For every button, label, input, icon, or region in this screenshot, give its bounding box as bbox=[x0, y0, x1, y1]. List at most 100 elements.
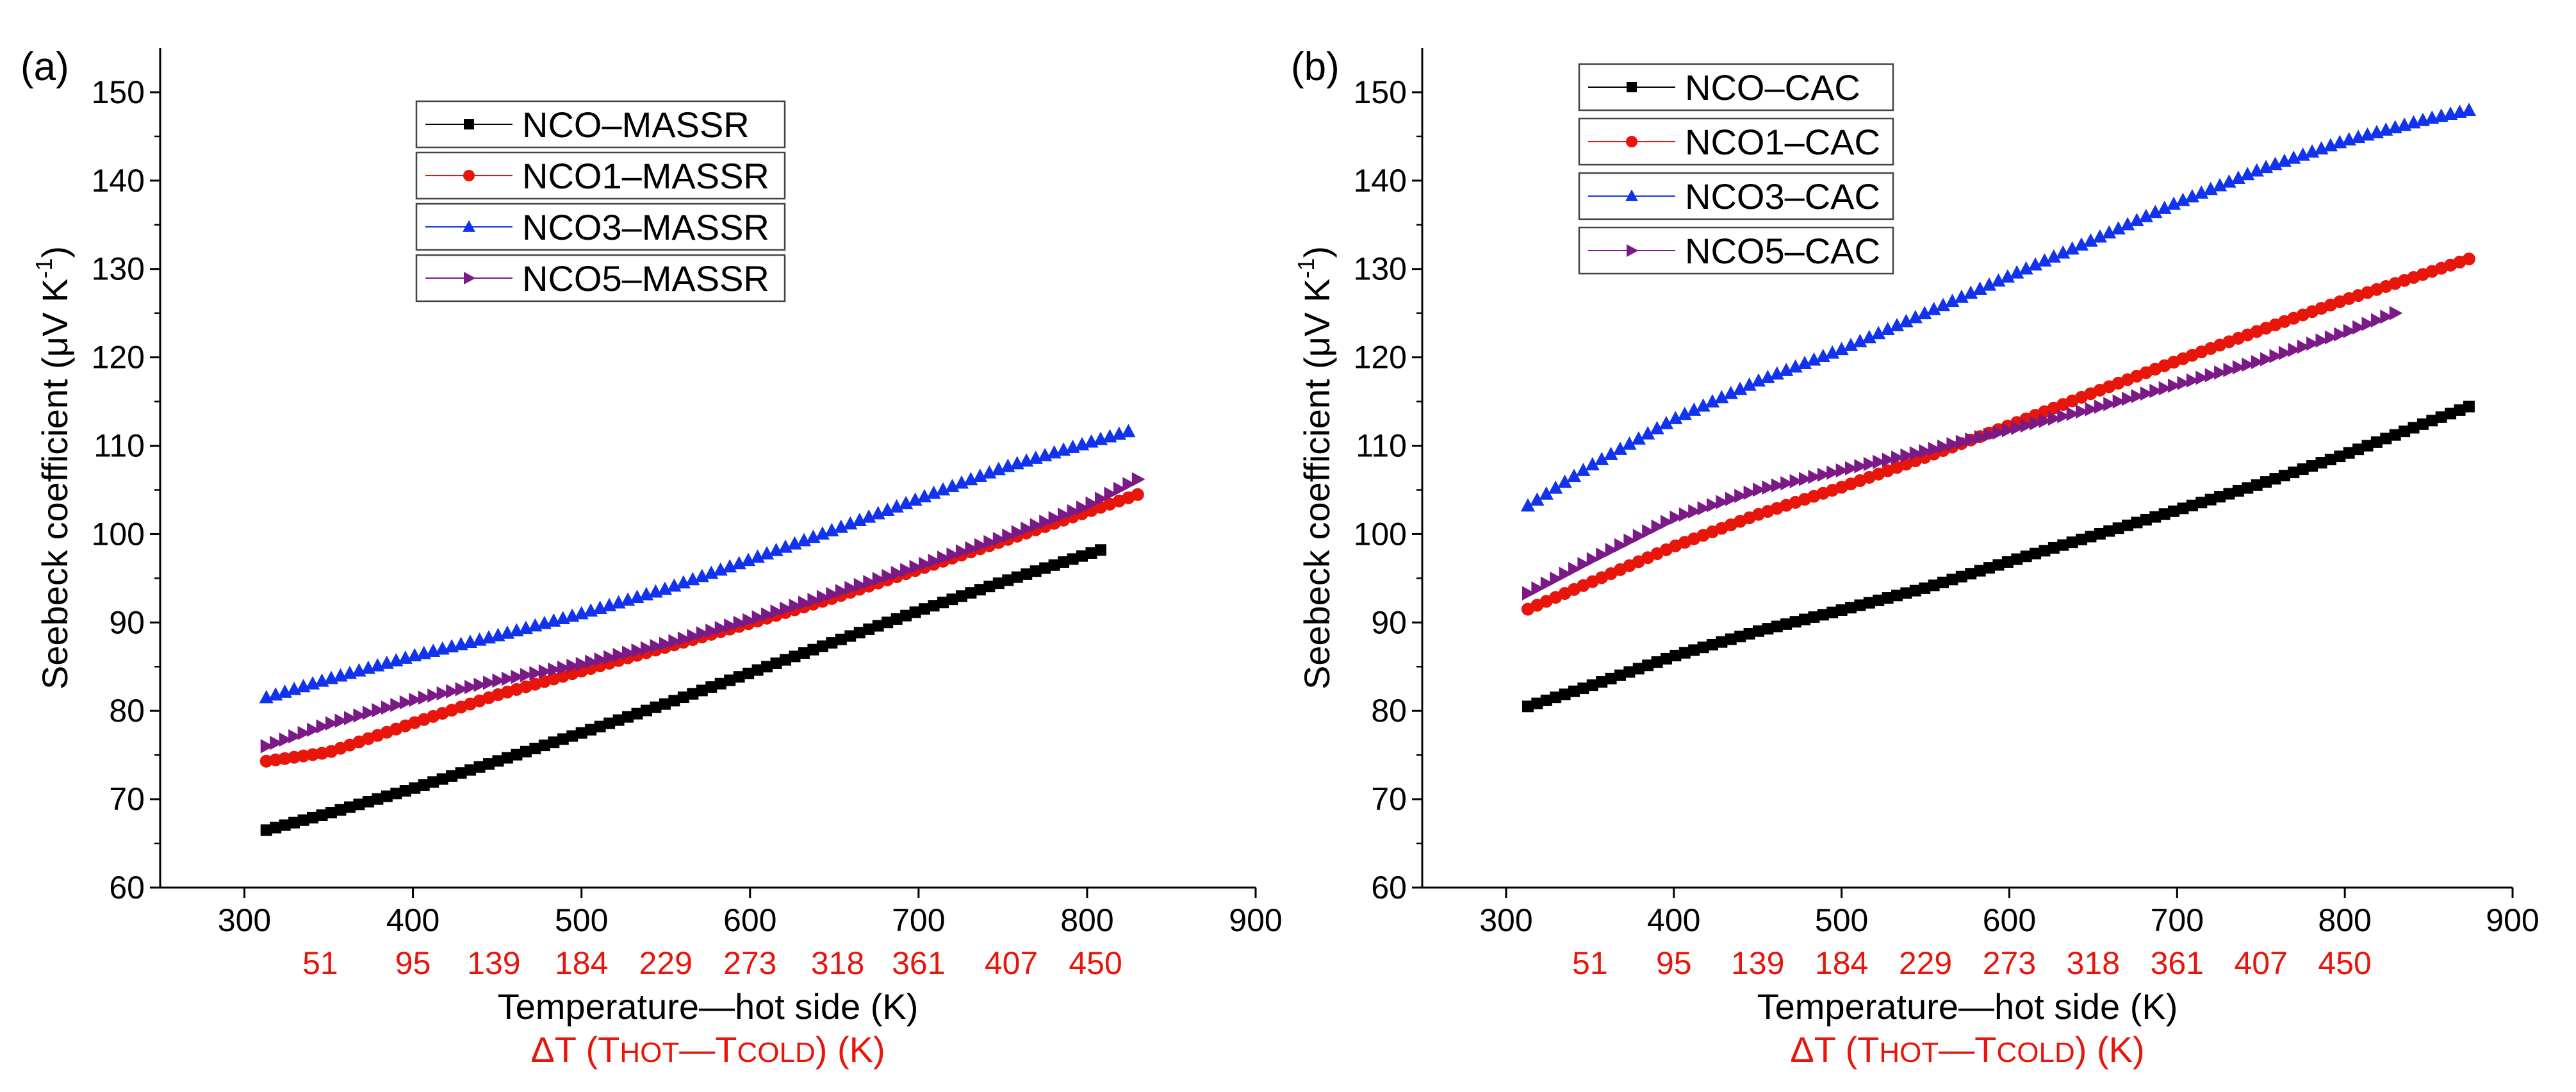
delta-t-tick-label: 184 bbox=[555, 945, 608, 981]
delta-t-tick-label: 139 bbox=[1731, 945, 1784, 981]
data-point bbox=[705, 681, 718, 693]
data-point bbox=[1799, 472, 1812, 486]
data-point bbox=[1678, 507, 1693, 522]
data-point bbox=[1660, 515, 1674, 529]
legend-marker bbox=[1627, 244, 1639, 257]
data-point bbox=[2251, 354, 2265, 370]
delta-t-tick-label: 51 bbox=[302, 945, 338, 981]
legend-label: NCO1–MASSR bbox=[522, 156, 769, 196]
data-point bbox=[954, 475, 969, 489]
data-point bbox=[2223, 363, 2237, 377]
data-point bbox=[871, 506, 885, 520]
data-point bbox=[511, 749, 523, 761]
data-point bbox=[1909, 446, 1923, 461]
data-point bbox=[2057, 409, 2071, 424]
data-point bbox=[1011, 525, 1025, 540]
data-point bbox=[446, 770, 458, 782]
data-point bbox=[2435, 411, 2447, 423]
data-point bbox=[1623, 666, 1636, 678]
data-point bbox=[511, 670, 525, 684]
delta-t-tick-label: 450 bbox=[2318, 945, 2371, 981]
data-point bbox=[1743, 627, 1755, 640]
legend-label: NCO1–CAC bbox=[1685, 122, 1880, 162]
data-point bbox=[1760, 370, 1775, 383]
data-point bbox=[2102, 225, 2117, 239]
data-point bbox=[2380, 310, 2394, 324]
data-point bbox=[1058, 508, 1071, 522]
data-point bbox=[2140, 513, 2152, 525]
data-point bbox=[1631, 431, 1646, 445]
data-point bbox=[1946, 437, 1960, 452]
data-point bbox=[1882, 452, 1896, 467]
data-point bbox=[1954, 289, 1969, 303]
data-point bbox=[1548, 480, 1563, 494]
data-point bbox=[2278, 345, 2292, 360]
data-point bbox=[761, 607, 775, 622]
data-point bbox=[343, 711, 357, 725]
data-point bbox=[687, 688, 699, 700]
data-point bbox=[2214, 491, 2226, 503]
data-point bbox=[2112, 394, 2126, 409]
data-point bbox=[2131, 389, 2145, 404]
data-point bbox=[2370, 436, 2383, 448]
data-point bbox=[1734, 488, 1748, 503]
data-point bbox=[1965, 568, 1977, 580]
data-point bbox=[2297, 463, 2309, 476]
data-point bbox=[2011, 553, 2023, 565]
data-point bbox=[1586, 679, 1598, 691]
data-point bbox=[1743, 485, 1757, 500]
data-point bbox=[1531, 581, 1545, 596]
data-point bbox=[1926, 302, 1941, 315]
data-point bbox=[1550, 571, 1563, 586]
data-point bbox=[2389, 429, 2401, 441]
data-point bbox=[650, 701, 662, 713]
data-point bbox=[1121, 424, 1136, 438]
data-point bbox=[409, 782, 421, 794]
delta-t-title-part: ΔT (T bbox=[1790, 1029, 1879, 1070]
data-point bbox=[882, 568, 895, 584]
data-point bbox=[733, 671, 745, 683]
data-point bbox=[2223, 488, 2235, 500]
data-point bbox=[1753, 483, 1766, 497]
data-point bbox=[343, 801, 356, 813]
data-point bbox=[1021, 568, 1033, 580]
series-3 bbox=[1522, 306, 2403, 600]
data-point bbox=[2242, 357, 2255, 372]
data-point bbox=[1651, 519, 1665, 534]
data-point bbox=[603, 650, 617, 665]
data-point bbox=[2037, 253, 2052, 267]
data-point bbox=[1909, 584, 1921, 597]
data-point bbox=[1723, 385, 1738, 399]
data-point bbox=[390, 697, 404, 713]
data-point bbox=[279, 819, 291, 831]
data-point bbox=[1596, 676, 1608, 688]
data-point bbox=[705, 624, 719, 638]
data-point bbox=[1835, 463, 1850, 478]
data-point bbox=[464, 764, 477, 776]
data-point bbox=[288, 816, 300, 829]
x-tick-label: 900 bbox=[1229, 902, 1282, 938]
data-point bbox=[2056, 245, 2071, 259]
data-point bbox=[835, 633, 847, 645]
data-point bbox=[1974, 430, 1988, 445]
data-point bbox=[696, 626, 710, 641]
data-point bbox=[826, 586, 840, 602]
data-point bbox=[2343, 324, 2357, 338]
data-point bbox=[872, 572, 886, 586]
data-point bbox=[1826, 606, 1839, 618]
data-point bbox=[983, 534, 997, 550]
x-tick-label: 800 bbox=[2318, 902, 2371, 938]
series-2 bbox=[259, 424, 1136, 704]
delta-t-tick-label: 361 bbox=[892, 945, 945, 981]
data-point bbox=[1605, 672, 1617, 684]
data-point bbox=[742, 667, 755, 679]
x-axis-title: Temperature—hot side (K) bbox=[1757, 986, 2178, 1027]
data-point bbox=[1928, 579, 1940, 592]
series-1 bbox=[1521, 252, 2475, 616]
data-point bbox=[982, 465, 997, 479]
data-point bbox=[316, 719, 330, 734]
data-point bbox=[2168, 378, 2181, 393]
data-point bbox=[1900, 448, 1914, 463]
data-point bbox=[1817, 609, 1829, 621]
delta-t-axis-title: ΔT (THOT—TCOLD) (K) bbox=[530, 1029, 885, 1070]
